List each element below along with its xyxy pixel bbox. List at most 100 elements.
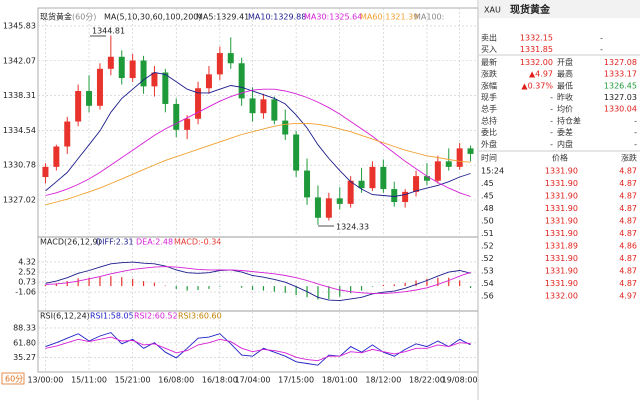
macd-label: DIFF:2.31 [96, 238, 134, 247]
quote-label: 内盘 [557, 139, 573, 149]
y-tick-label: 61.80 [13, 338, 36, 347]
tick-cell: .52 [481, 242, 494, 251]
line [45, 88, 471, 197]
line [45, 72, 471, 197]
y-tick-label: 4.32 [18, 257, 36, 266]
line [45, 122, 471, 206]
x-tick-label: 15/21:00 [115, 376, 151, 385]
tick-cell: 1331.90 [545, 229, 578, 238]
quote-value: - [550, 116, 553, 125]
quote-value: - [550, 93, 553, 102]
x-tick-label: 17/15:00 [278, 376, 314, 385]
y-tick-label: 1345.83 [3, 21, 36, 30]
annotation: 1324.33 [336, 223, 369, 232]
quote-label: 涨幅 [481, 80, 497, 90]
tick-cell: 4.87 [619, 229, 637, 238]
candle-body [347, 180, 354, 204]
quote-value: 1327.08 [604, 58, 637, 67]
quote-value: - [550, 128, 553, 137]
y-tick-label: -1.06 [15, 288, 36, 297]
candle-body [271, 99, 278, 121]
tick-cell: 1331.90 [545, 167, 578, 176]
tick-cell: .45 [481, 192, 494, 201]
tick-cell: .56 [481, 292, 494, 301]
tick-cell: .48 [481, 204, 494, 213]
tick-cell: 15:24 [481, 167, 504, 176]
tick-cell: .50 [481, 217, 494, 226]
candle-body [249, 98, 256, 114]
period-label[interactable]: 60分 [5, 375, 23, 384]
quote-value: 1331.85 [520, 45, 553, 54]
quote-label: 外盘 [481, 139, 497, 149]
x-tick-label: 19/08:00 [442, 376, 478, 385]
ticks-header: 涨跌 [621, 153, 637, 163]
candle-body [184, 118, 191, 130]
tick-cell: 1331.90 [545, 217, 578, 226]
y-tick-label: 1334.54 [3, 126, 36, 135]
tick-cell: 1332.00 [545, 292, 578, 301]
tick-cell: 4.87 [619, 167, 637, 176]
candle-body [151, 72, 158, 87]
x-tick-label: 18/01:00 [322, 376, 358, 385]
x-tick-label: 17/04:00 [235, 376, 271, 385]
x-tick-label: 18/12:00 [365, 376, 401, 385]
quote-label: 涨跌 [481, 69, 497, 79]
quote-value: 1333.17 [604, 70, 637, 79]
quote-value: - [600, 45, 603, 54]
quote-label: 最新 [481, 57, 497, 67]
candle-body [369, 166, 376, 189]
quote-value: - [634, 140, 637, 149]
quote-label: 持仓差 [557, 115, 581, 125]
main-frame [37, 7, 479, 238]
candle-body [304, 170, 311, 198]
quote-value: - [634, 116, 637, 125]
candle-body [86, 91, 93, 106]
rsi-title: RSI(6,12,24) [40, 312, 90, 321]
candle-body [42, 166, 49, 178]
x-tick-label: 18/22:00 [409, 376, 445, 385]
candle-body [293, 134, 300, 171]
quote-value: - [550, 140, 553, 149]
quote-value: - [634, 128, 637, 137]
candle-body [423, 176, 430, 181]
quote-value: 1332.00 [520, 58, 553, 67]
macd-label: MACD:-0.34 [174, 238, 221, 247]
tick-cell: 4.87 [619, 217, 637, 226]
quote-label: 最低 [557, 80, 573, 90]
chart-title: 现货黄金 [40, 12, 72, 22]
rsi-label: RSI1:58.05 [90, 312, 134, 321]
macd-frame [37, 236, 479, 312]
tick-cell: .52 [481, 254, 494, 263]
tick-cell: 4.87 [619, 267, 637, 276]
quote-label: 开盘 [557, 57, 573, 67]
candle-body [314, 197, 321, 218]
candle-body [216, 53, 223, 75]
ticks-header: 时间 [481, 153, 497, 163]
tick-cell: 1331.90 [545, 267, 578, 276]
y-tick-label: 1342.07 [3, 56, 36, 65]
tick-cell: .45 [481, 179, 494, 188]
line [45, 266, 471, 294]
candle-body [391, 189, 398, 203]
x-tick-label: 16/18:00 [202, 376, 238, 385]
candle-body [129, 60, 136, 79]
quote-value: - [600, 34, 603, 43]
candle-body [238, 63, 245, 99]
tick-cell: 4.97 [619, 292, 637, 301]
quote-label: 卖出 [481, 33, 497, 43]
quote-label: 总手 [481, 104, 497, 114]
candle-body [445, 161, 452, 167]
period-box[interactable] [1, 372, 25, 385]
quote-label: 委比 [481, 127, 497, 137]
candle-body [402, 191, 409, 203]
quote-label: 委差 [557, 127, 573, 137]
candle-body [467, 148, 474, 154]
ma-label: MA10:1329.88 [248, 13, 306, 22]
line [45, 261, 471, 302]
x-tick-label: 13/00:00 [27, 376, 63, 385]
y-tick-label: 35.27 [13, 353, 36, 362]
candle-body [358, 180, 365, 189]
y-tick-label: 1330.78 [3, 161, 36, 170]
candle-body [118, 56, 125, 79]
y-tick-label: 88.33 [13, 323, 36, 332]
